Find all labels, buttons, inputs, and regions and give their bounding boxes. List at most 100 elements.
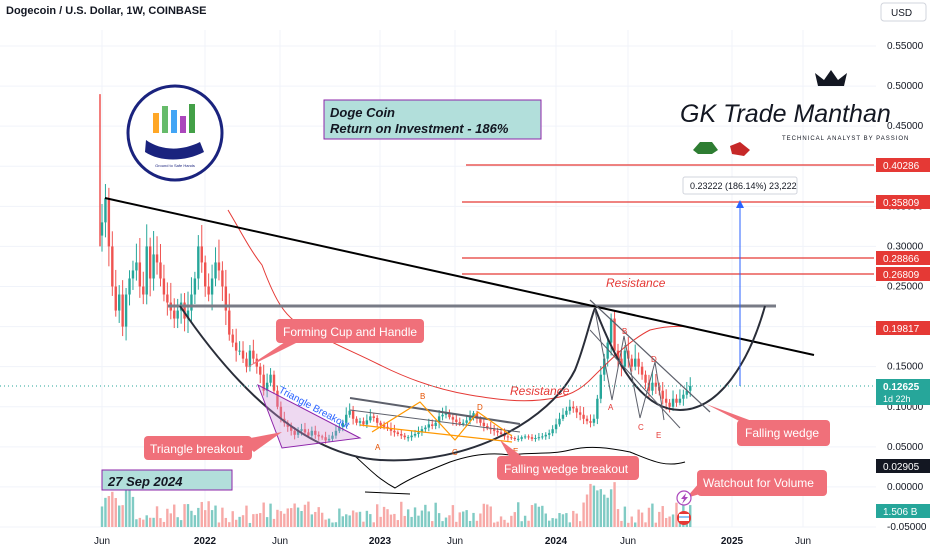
time-axis[interactable]: Jun 2022 Jun 2023 Jun 2024 Jun 2025 Jun xyxy=(94,536,811,547)
volume-bar xyxy=(307,501,310,527)
candle-body xyxy=(668,402,671,407)
lightning-glyph xyxy=(681,493,688,504)
volume-bar xyxy=(303,504,307,527)
svg-text:0.12625: 0.12625 xyxy=(883,382,920,393)
candle-body xyxy=(413,434,417,436)
candle-body xyxy=(554,424,558,430)
wave-label: B xyxy=(622,327,627,336)
candle-body xyxy=(148,246,152,279)
candle-body xyxy=(231,334,234,343)
volume-bar xyxy=(365,510,369,527)
volume-bar xyxy=(197,507,200,527)
volume-bar xyxy=(231,511,234,527)
volume-bar xyxy=(376,504,379,527)
candle-body xyxy=(224,286,228,311)
volume-bar xyxy=(554,518,558,527)
volume-bar xyxy=(252,514,255,527)
candle-body xyxy=(520,437,523,439)
candle-body xyxy=(341,422,344,427)
candle-body xyxy=(118,294,121,311)
volume-bar xyxy=(379,516,382,527)
volume-bar xyxy=(152,517,155,527)
volume-bar xyxy=(265,517,269,527)
badge-volume: 1.506 B xyxy=(876,504,930,518)
candle-body xyxy=(145,246,148,295)
svg-text:Watchout for Volume: Watchout for Volume xyxy=(703,476,814,490)
candle-body xyxy=(155,254,159,263)
x-tick-label: Jun xyxy=(795,536,811,547)
volume-bar xyxy=(207,501,210,527)
candle-body xyxy=(314,430,317,435)
candle-body xyxy=(276,390,279,407)
volume-bar xyxy=(159,518,162,527)
volume-bar xyxy=(272,518,276,527)
volume-bar xyxy=(599,489,602,527)
svg-text:1d 22h: 1d 22h xyxy=(883,394,911,404)
candle-body xyxy=(513,438,516,440)
candle-body xyxy=(296,430,300,435)
callout-falling-wedge-breakout: Falling wedge breakout xyxy=(497,440,639,480)
candle-body xyxy=(138,262,142,287)
candle-body xyxy=(479,418,482,423)
candle-body xyxy=(204,262,207,287)
volume-bar xyxy=(204,510,207,527)
candle-body xyxy=(121,294,124,327)
wave-labels-2023: A B C D E xyxy=(375,392,518,457)
triangle-pattern xyxy=(257,383,362,449)
candle-body xyxy=(578,412,582,415)
candle-body xyxy=(186,310,190,319)
currency-button[interactable]: USD xyxy=(880,2,927,22)
svg-text:0.40286: 0.40286 xyxy=(883,161,920,172)
volume-bar xyxy=(462,511,465,527)
volume-bar xyxy=(637,509,640,527)
candle-body xyxy=(465,420,468,423)
volume-bar xyxy=(434,502,437,527)
volume-bar xyxy=(124,487,128,527)
badge-level-2: 0.35809 xyxy=(876,195,930,209)
volume-bar xyxy=(671,514,675,527)
candle-body xyxy=(152,254,155,279)
volume-bar xyxy=(431,521,434,527)
volume-bar xyxy=(537,506,541,527)
candle-body xyxy=(462,422,465,424)
volume-bar xyxy=(451,505,455,527)
volume-bar xyxy=(314,511,317,527)
candle-body xyxy=(193,278,197,295)
svg-text:Triangle breakout: Triangle breakout xyxy=(150,442,244,456)
symbol-title: Dogecoin / U.S. Dollar, 1W, COINBASE xyxy=(6,5,206,17)
badge-level-5: 0.19817 xyxy=(876,321,930,335)
volume-bar xyxy=(121,505,124,527)
volume-bar xyxy=(455,521,458,527)
candle-body xyxy=(661,390,664,399)
candle-body xyxy=(496,430,499,433)
candle-body xyxy=(558,418,561,425)
volume-bar xyxy=(444,517,448,527)
candle-body xyxy=(489,428,492,430)
candle-body xyxy=(685,390,688,395)
volume-bar xyxy=(345,514,348,527)
candle-body xyxy=(644,374,647,383)
candle-body xyxy=(303,429,307,433)
volume-bar xyxy=(506,522,510,527)
volume-bar xyxy=(400,501,403,527)
volume-bar xyxy=(644,522,647,527)
candle-body xyxy=(403,435,406,438)
candle-body xyxy=(506,436,510,438)
svg-text:0.02905: 0.02905 xyxy=(883,462,920,473)
candle-body xyxy=(678,398,682,403)
volume-bar xyxy=(572,510,575,527)
candle-body xyxy=(565,410,568,415)
volume-bar xyxy=(362,521,365,527)
candle-body xyxy=(437,416,441,423)
candle-body xyxy=(431,424,434,426)
candle-body xyxy=(689,385,692,391)
candle-body xyxy=(252,350,255,359)
volume-bar xyxy=(592,485,596,527)
x-tick-label: Jun xyxy=(94,536,110,547)
badge-level-4: 0.26809 xyxy=(876,267,930,281)
volume-bar xyxy=(286,508,289,527)
volume-bar xyxy=(162,521,166,527)
volume-bar xyxy=(523,515,527,527)
candle-body xyxy=(647,382,651,391)
